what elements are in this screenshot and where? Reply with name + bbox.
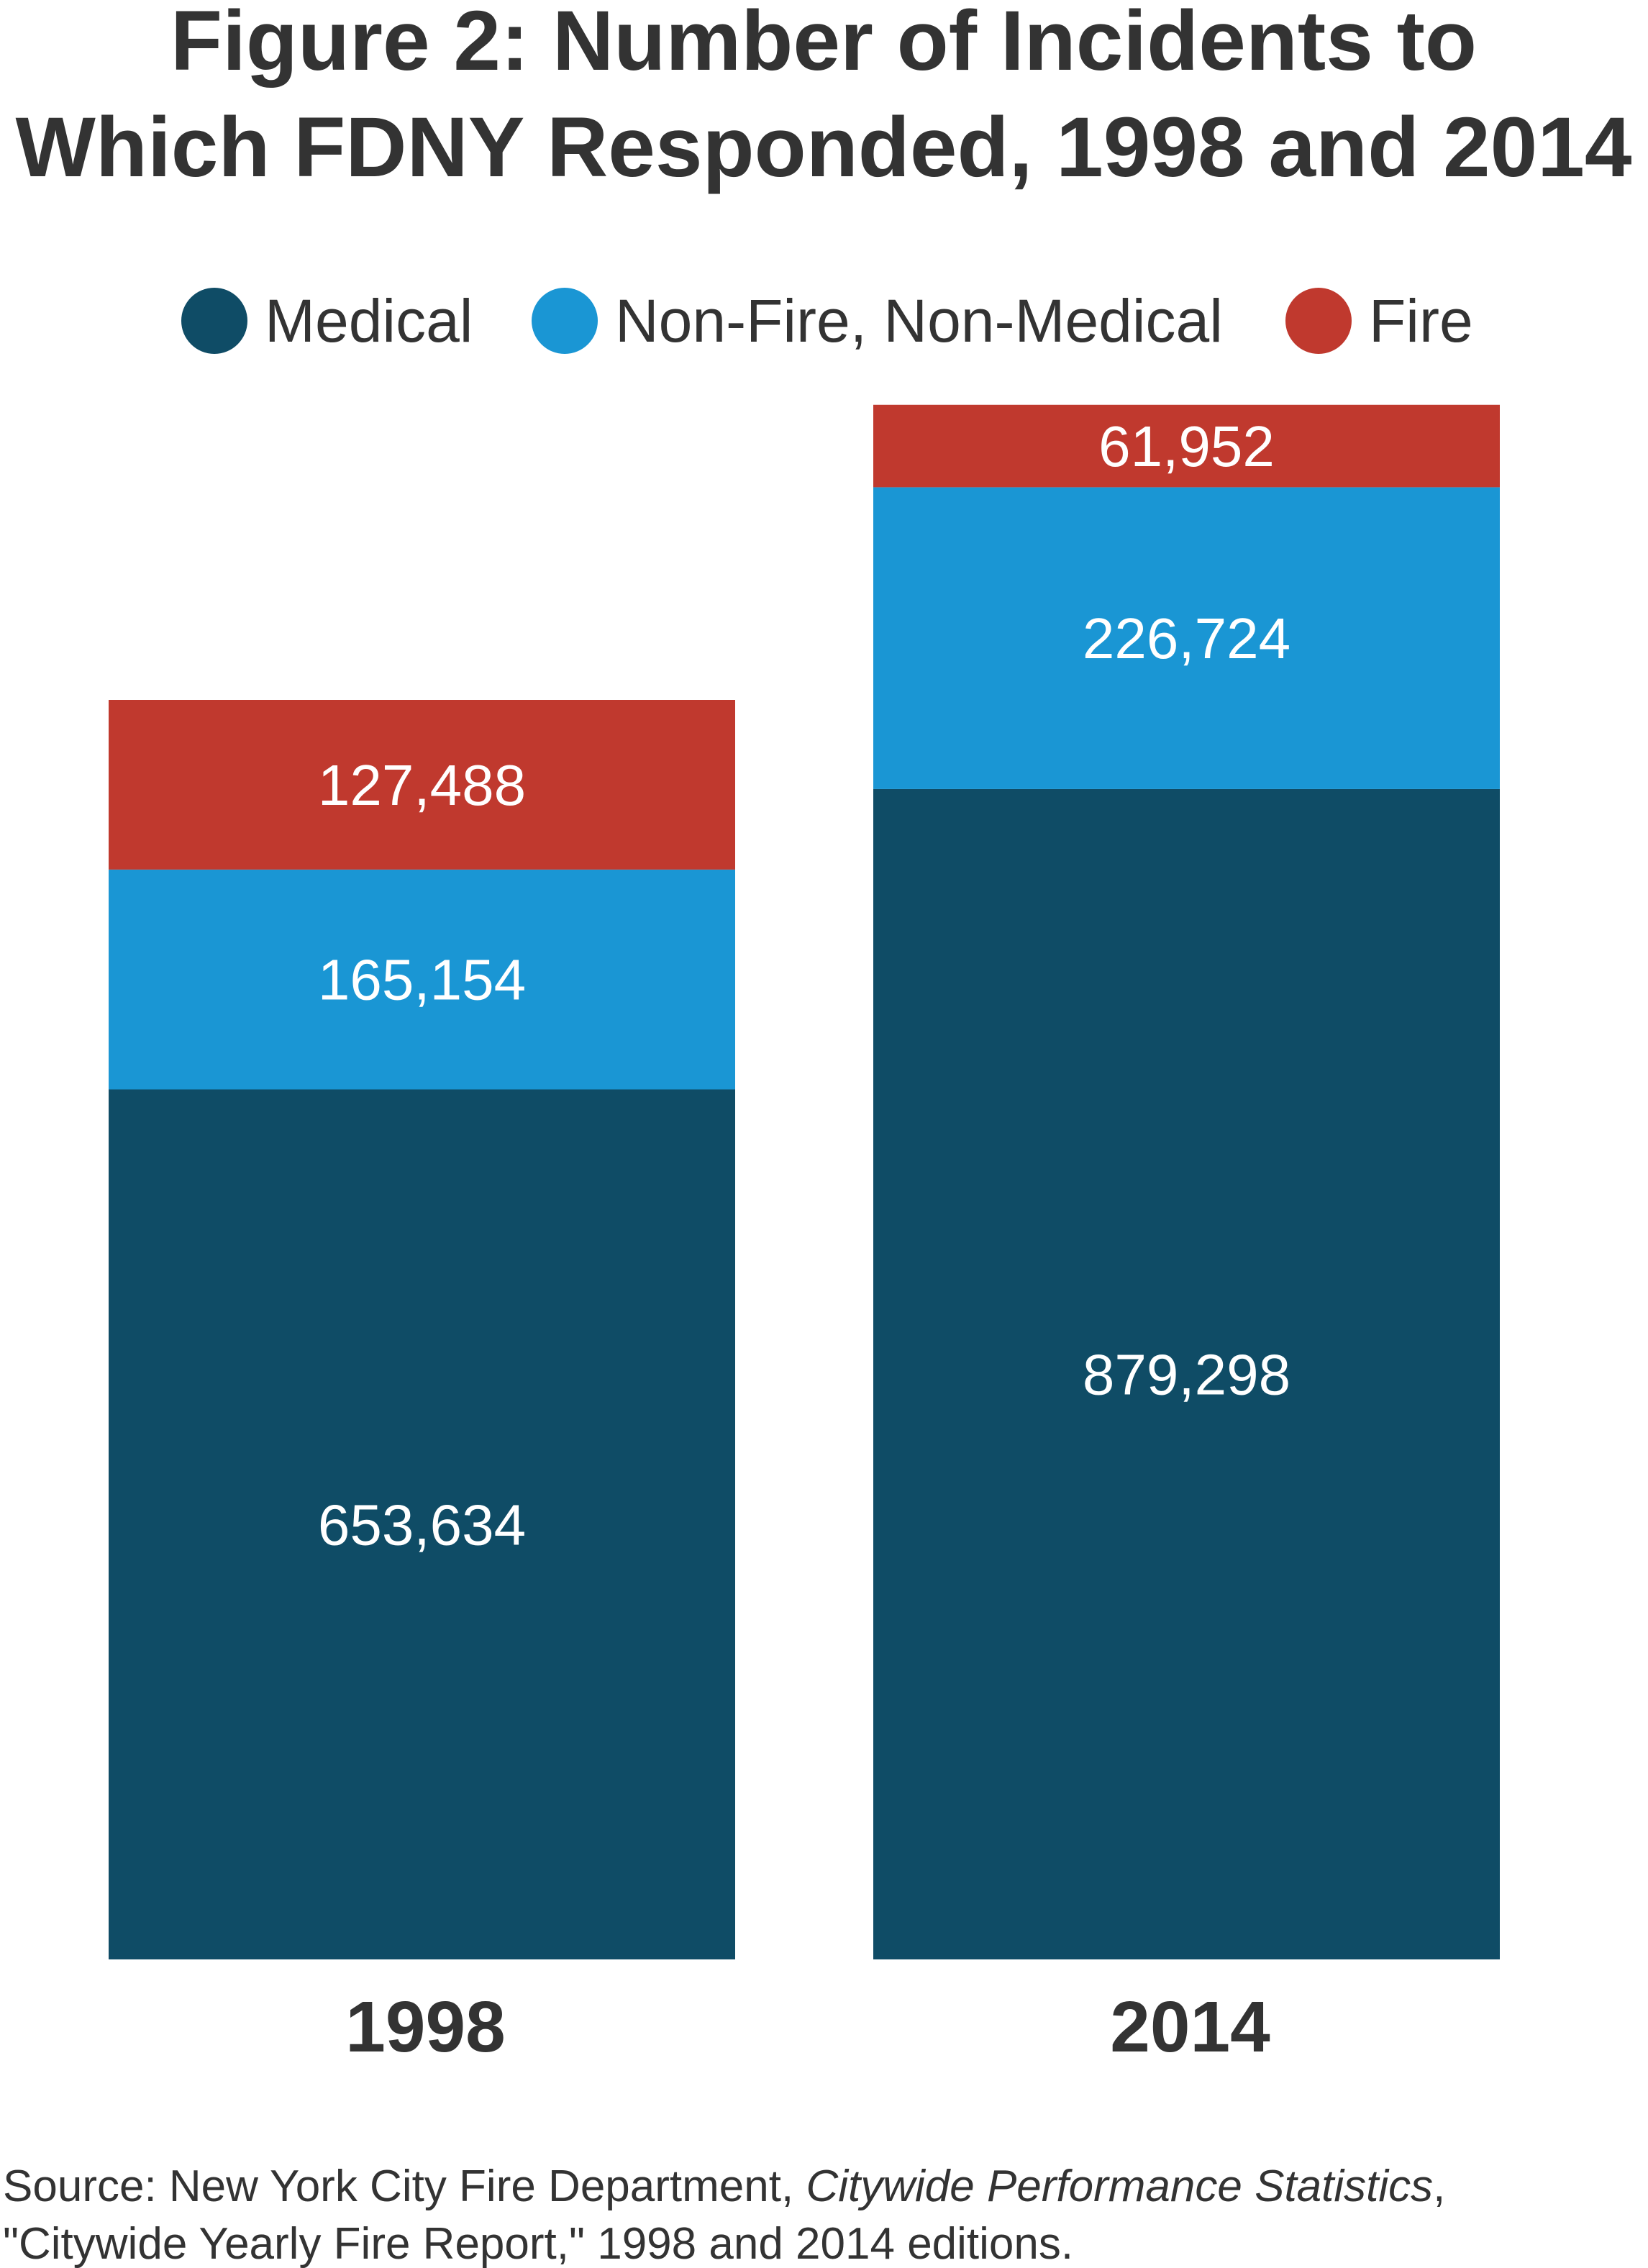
x-tick-label-2014: 2014 (1110, 1987, 1270, 2067)
source-line-1: Source: New York City Fire Department, C… (3, 2162, 1445, 2211)
bar-1998-1 (109, 869, 735, 1090)
data-label-1998-2: 127,488 (318, 753, 526, 817)
data-label-1998-1: 165,154 (318, 948, 526, 1012)
chart-title-line-2: Which FDNY Responded, 1998 and 2014 (15, 100, 1631, 195)
data-label-1998-0: 653,634 (318, 1493, 526, 1557)
legend-label-1: Non-Fire, Non-Medical (615, 287, 1223, 355)
data-label-2014-1: 226,724 (1083, 606, 1290, 670)
bar-2014-2 (873, 404, 1500, 488)
x-tick-label-1998: 1998 (345, 1987, 505, 2067)
legend-swatch-0 (181, 288, 247, 354)
bars: 653,634 165,154 127,488 1998 879,298 226,724 6… (109, 404, 1500, 2067)
chart-title-line-1: Figure 2: Number of Incidents to (170, 0, 1477, 88)
data-label-2014-2: 61,952 (1098, 414, 1275, 478)
bar-1998-0 (109, 1089, 735, 1959)
legend-swatch-2 (1285, 288, 1352, 354)
bar-2014-1 (873, 487, 1500, 789)
legend-swatch-1 (532, 288, 598, 354)
bar-1998-2 (109, 700, 735, 870)
data-label-2014-0: 879,298 (1083, 1342, 1290, 1406)
legend-label-0: Medical (265, 287, 473, 355)
legend: Medical Non-Fire, Non-Medical Fire (181, 287, 1473, 355)
source-line-2: "Citywide Yearly Fire Report," 1998 and … (3, 2219, 1073, 2268)
bar-2014-0 (873, 788, 1500, 1959)
legend-label-2: Fire (1369, 287, 1473, 355)
